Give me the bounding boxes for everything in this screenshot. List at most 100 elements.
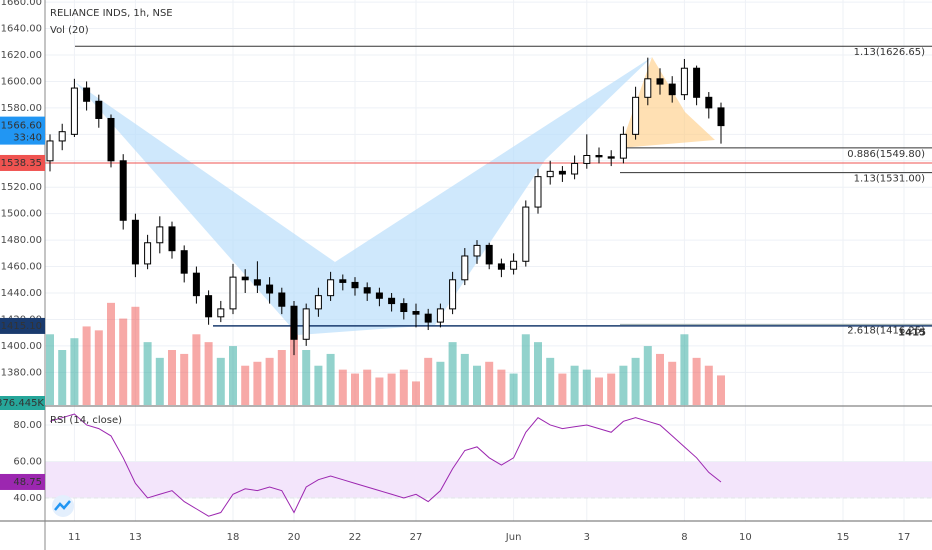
rsi-band [45,461,932,498]
volume-bar [717,375,725,405]
candle-body [619,133,627,159]
candle-body [192,272,200,297]
volume-bar [241,365,250,405]
volume-bar [521,334,530,405]
volume-bar [619,365,628,405]
candle-body [461,255,469,281]
volume-bar [192,334,201,405]
volume-bar [448,342,457,405]
volume-bar [680,334,689,405]
x-tick-label: 27 [410,532,423,543]
volume-bar [424,357,433,405]
candle-body [229,276,237,310]
candle-body [266,284,274,294]
candle-body [693,67,701,98]
volume-bar [656,353,664,405]
candle-body [449,279,457,310]
x-tick-label: 20 [288,532,301,543]
candle-body [497,263,505,270]
candle-body [656,78,664,85]
candle-body [510,260,518,270]
chart-title: RELIANCE INDS, 1h, NSE [50,8,173,19]
y-tick-label: 1580.00 [1,103,42,114]
candle-body [644,78,652,98]
candle-body [119,160,127,221]
y-tick-label: 1620.00 [1,50,42,61]
volume-bar [253,361,262,405]
volume-bar [216,357,225,405]
candle-body [717,107,725,127]
candle-body [424,313,432,323]
y-tick-label: 1460.00 [1,262,42,273]
volume-bar [168,350,176,405]
candle-body [668,83,676,96]
axes: 1380.001400.001420.001440.001460.001480.… [0,0,910,543]
volume-bar [204,342,213,405]
volume-bar [302,350,311,405]
y-tick-label: 1500.00 [1,209,42,220]
y-tick-label: 1660.00 [1,0,42,8]
x-tick-label: 18 [227,532,240,543]
candle-body [58,131,66,142]
candle-body [83,87,91,102]
candle-body [327,279,335,297]
candles [46,57,725,356]
rsi-label-box [0,473,45,490]
candle-body [473,244,481,257]
price-line-label: 1538.35 [1,158,42,169]
volume-bar [497,369,506,405]
candle-body [400,303,408,313]
candle-body [314,295,322,310]
rsi-pane [45,413,932,517]
candle-body [583,154,591,164]
candle-body [388,297,396,305]
candle-body [205,295,213,318]
candle-body [375,292,383,299]
candle-body [534,176,542,208]
candle-body [705,96,713,109]
levels: 1.13(1626.65) 0.886(1549.80) 1.13(1531.00)… [0,45,932,338]
level-label: 0.886(1549.80) [847,149,925,160]
candle-body [168,226,176,252]
volume-bar [314,365,323,405]
candle-body [546,170,554,178]
candle-body [607,156,615,159]
volume-label-box [0,396,45,410]
volume-bar [460,353,469,405]
volume-bar [485,361,494,405]
volume-bar [643,346,652,405]
volume-bar [338,369,347,405]
candle-body [144,242,152,265]
volume-bar [143,342,152,405]
volume-bar [229,346,237,405]
x-tick-label: Jun [505,532,522,543]
volume-bar [119,318,128,405]
pattern-xab [75,82,335,335]
candle-body [253,279,261,286]
candle-body [180,250,188,274]
y-tick-label: 1440.00 [1,288,42,299]
y-tick-label: 1600.00 [1,76,42,87]
volume-bar [631,357,640,405]
last-price-label: 1566.60 [1,121,42,132]
candle-body [680,67,688,96]
volume-bar [387,373,396,405]
tv-logo [52,495,74,517]
volume-bar [412,381,420,405]
rsi-tick-label: 60.00 [13,456,42,467]
pattern-d [620,57,715,148]
price-line-label: 1415.10 [1,321,42,332]
rsi-line [49,413,722,517]
rsi-legend: RSI (14, close) [50,415,122,426]
volume-bar [668,361,677,405]
candle-body [278,292,286,307]
x-tick-label: 22 [349,532,362,543]
volume-bar [82,326,91,405]
candle-body [632,96,640,135]
volume-bar [351,373,359,405]
volume-bar [692,357,701,405]
volume-bar [155,357,164,405]
volume-bar [570,365,579,405]
volume-bar [277,350,286,405]
